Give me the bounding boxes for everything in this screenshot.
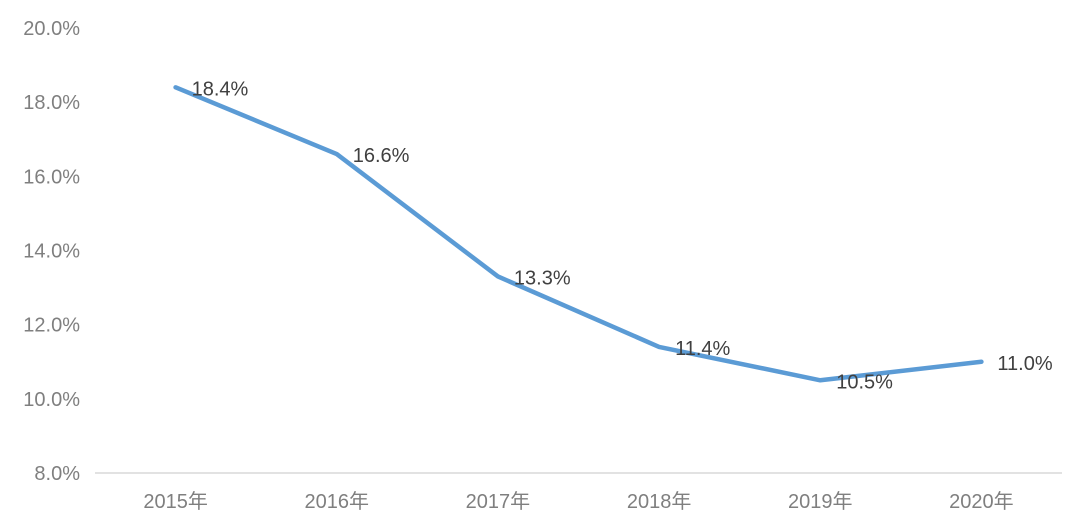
data-label: 11.0% [997, 353, 1052, 375]
x-tick-label: 2018年 [627, 490, 692, 513]
data-label: 10.5% [836, 371, 893, 393]
y-tick-label: 14.0% [23, 241, 80, 263]
y-tick-label: 12.0% [23, 315, 80, 337]
data-label: 16.6% [353, 145, 410, 167]
x-tick-label: 2016年 [305, 490, 370, 513]
y-tick-label: 10.0% [23, 389, 80, 411]
x-tick-label: 2020年 [949, 490, 1014, 513]
data-label: 13.3% [514, 267, 571, 289]
x-tick-label: 2015年 [143, 490, 208, 513]
y-tick-label: 16.0% [23, 166, 80, 188]
data-label: 18.4% [192, 78, 249, 100]
data-label: 11.4% [675, 338, 730, 360]
y-tick-label: 8.0% [34, 463, 80, 485]
x-tick-label: 2019年 [788, 490, 853, 513]
y-tick-label: 20.0% [23, 18, 80, 40]
x-tick-label: 2017年 [466, 490, 531, 513]
line-series [173, 85, 984, 383]
y-tick-label: 18.0% [23, 92, 80, 114]
